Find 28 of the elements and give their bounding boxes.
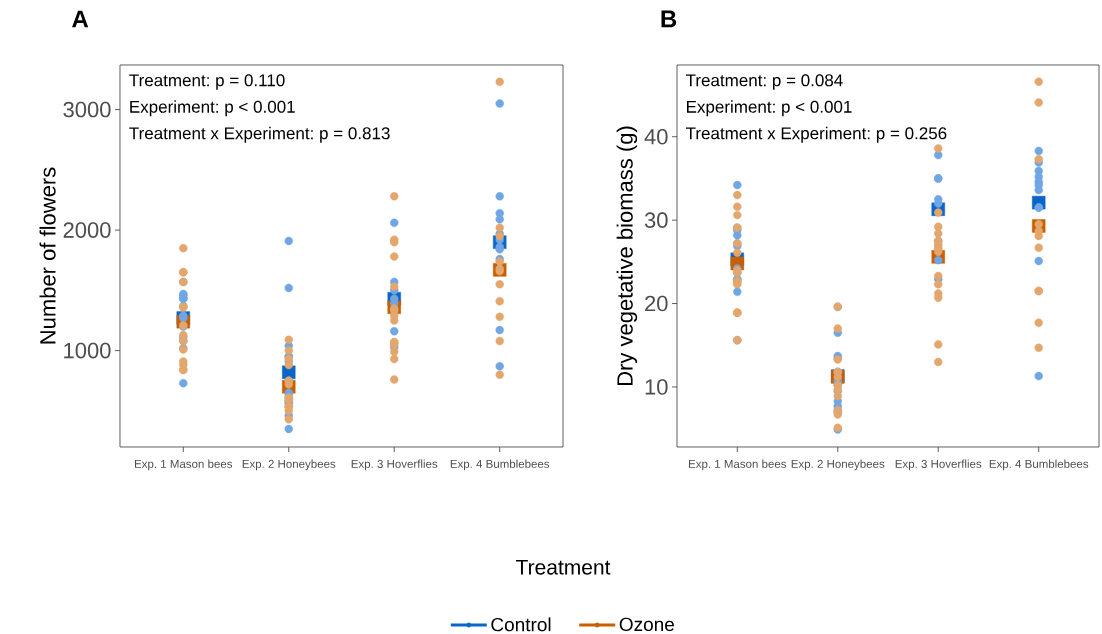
chart-title: B	[661, 10, 677, 28]
y-tick-label: 3000	[63, 101, 111, 118]
annotation: Experiment: p < 0.001	[687, 100, 852, 117]
legend-label: Control	[491, 617, 551, 632]
annotation: Experiment: p < 0.001	[130, 100, 295, 117]
x-tick-label: Exp. 2 Honeybees	[242, 459, 336, 471]
annotation: Treatment: p = 0.084	[685, 74, 843, 90]
legend-label: Ozone	[619, 617, 674, 632]
y-tick-label: 20	[645, 295, 668, 312]
x-tick-label: Exp. 1 Mason bees	[135, 459, 233, 471]
x-axis-title: Treatment	[516, 560, 611, 575]
x-tick-label: Exp. 2 Honeybees	[791, 459, 885, 471]
x-tick-label: Exp. 4 Bumblebees	[989, 459, 1089, 471]
y-axis-title: Number of flowers	[39, 167, 56, 344]
y-tick-label: 40	[644, 128, 668, 145]
annotation: Treatment x Experiment: p = 0.256	[685, 126, 947, 143]
chart-title: A	[72, 10, 89, 28]
x-tick-label: Exp. 3 Hoverflies	[895, 459, 982, 471]
y-tick-label: 1000	[64, 342, 111, 359]
x-tick-label: Exp. 4 Bumblebees	[450, 459, 550, 471]
y-tick-label: 2000	[63, 222, 111, 238]
x-tick-label: Exp. 1 Mason bees	[689, 459, 787, 471]
y-tick-label: 30	[644, 212, 668, 228]
annotation: Treatment: p = 0.110	[129, 74, 285, 90]
y-tick-label: 10	[645, 379, 668, 395]
y-axis-title: Dry vegetative biomass (g)	[616, 126, 638, 386]
annotation: Treatment x Experiment: p = 0.813	[129, 126, 390, 143]
x-tick-label: Exp. 3 Hoverflies	[351, 459, 438, 471]
